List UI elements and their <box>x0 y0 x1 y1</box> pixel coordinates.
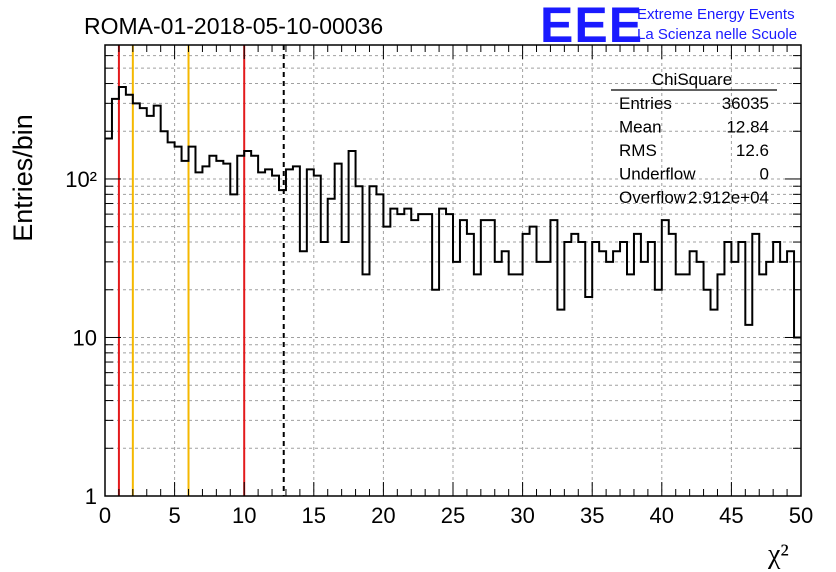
stats-row-label: Entries <box>619 94 672 113</box>
x-tick-label: 0 <box>99 503 111 528</box>
stats-row-value: 2.912e+04 <box>688 188 769 207</box>
stats-title: ChiSquare <box>652 70 732 89</box>
histogram-line <box>105 86 801 339</box>
x-axis-label: χ² <box>767 539 789 570</box>
logo-text: EEE <box>540 0 643 53</box>
stats-row-label: Underflow <box>619 165 696 184</box>
stats-row-value: 12.84 <box>726 118 769 137</box>
x-tick-label: 5 <box>168 503 180 528</box>
x-tick-label: 15 <box>302 503 326 528</box>
stats-row-label: RMS <box>619 141 657 160</box>
x-tick-labels: 0 5 10 15 20 25 30 35 40 45 50 <box>99 503 813 528</box>
x-tick-label: 50 <box>789 503 813 528</box>
x-tick-label: 45 <box>719 503 743 528</box>
stats-row-label: Overflow <box>619 188 687 207</box>
x-tick-label: 20 <box>371 503 395 528</box>
y-tick-label: 10 <box>73 325 97 350</box>
y-tick-label: 1 <box>85 484 97 509</box>
eee-logo: EEE Extreme Energy Events La Scienza nel… <box>540 0 797 53</box>
x-tick-label: 40 <box>650 503 674 528</box>
y-tick-labels: 1 10 10² <box>65 167 97 509</box>
x-tick-label: 30 <box>510 503 534 528</box>
y-tick-label: 10² <box>65 167 97 192</box>
y-axis-label: Entries/bin <box>8 114 38 242</box>
x-tick-label: 10 <box>232 503 256 528</box>
stats-row-value: 12.6 <box>736 141 769 160</box>
chart-title: ROMA-01-2018-05-10-00036 <box>84 13 383 39</box>
logo-line-1: Extreme Energy Events <box>637 6 795 23</box>
stats-row-label: Mean <box>619 118 662 137</box>
x-tick-label: 25 <box>441 503 465 528</box>
stats-row-value: 0 <box>760 165 769 184</box>
x-tick-label: 35 <box>580 503 604 528</box>
stats-row-value: 36035 <box>722 94 769 113</box>
stats-box: ChiSquare Entries 36035 Mean 12.84 RMS 12.6 Un… <box>611 70 777 207</box>
axis-ticks <box>104 44 802 497</box>
logo-line-2: La Scienza nelle Scuole <box>637 26 797 43</box>
vertical-markers <box>117 45 285 496</box>
